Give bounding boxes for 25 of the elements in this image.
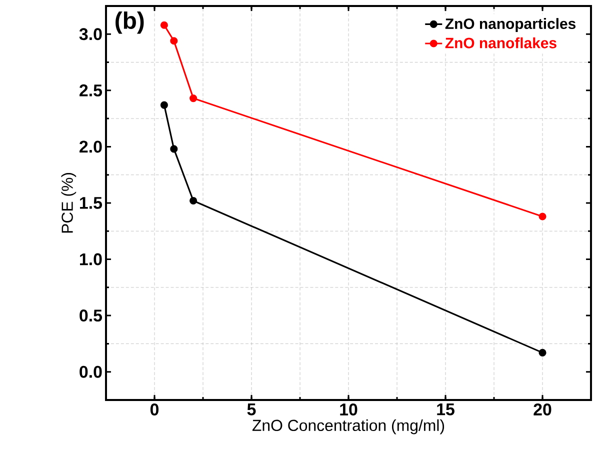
point <box>190 196 198 205</box>
x-axis-title: ZnO Concentration (mg/ml) <box>252 419 444 434</box>
y-tick-label: 2.0 <box>80 140 102 153</box>
point <box>170 37 178 45</box>
y-tick-label: 2.5 <box>80 84 102 96</box>
x-tick-label: 15 <box>437 404 454 416</box>
point <box>538 212 546 220</box>
point <box>160 21 168 29</box>
point <box>160 101 168 109</box>
point <box>190 94 198 102</box>
legend-label: ZnO nanoparticles <box>445 18 576 32</box>
y-tick-label: 1.5 <box>80 197 102 209</box>
x-tick-label: 20 <box>534 404 552 416</box>
x-tick-label: 10 <box>340 404 358 416</box>
y-tick-label: 0.5 <box>80 310 102 322</box>
point <box>170 145 178 153</box>
legend-label: ZnO nanoflakes <box>445 37 556 48</box>
y-axis-title: PCE (%) <box>61 173 76 233</box>
x-tick-label: 5 <box>247 404 256 416</box>
annotation: (b) <box>116 11 144 34</box>
y-tick-label: 3.0 <box>79 28 102 40</box>
y-tick-label: 1.0 <box>80 253 102 266</box>
y-tick-label: 0.0 <box>80 366 102 378</box>
x-tick-label: 0 <box>150 404 159 416</box>
point <box>538 348 546 356</box>
